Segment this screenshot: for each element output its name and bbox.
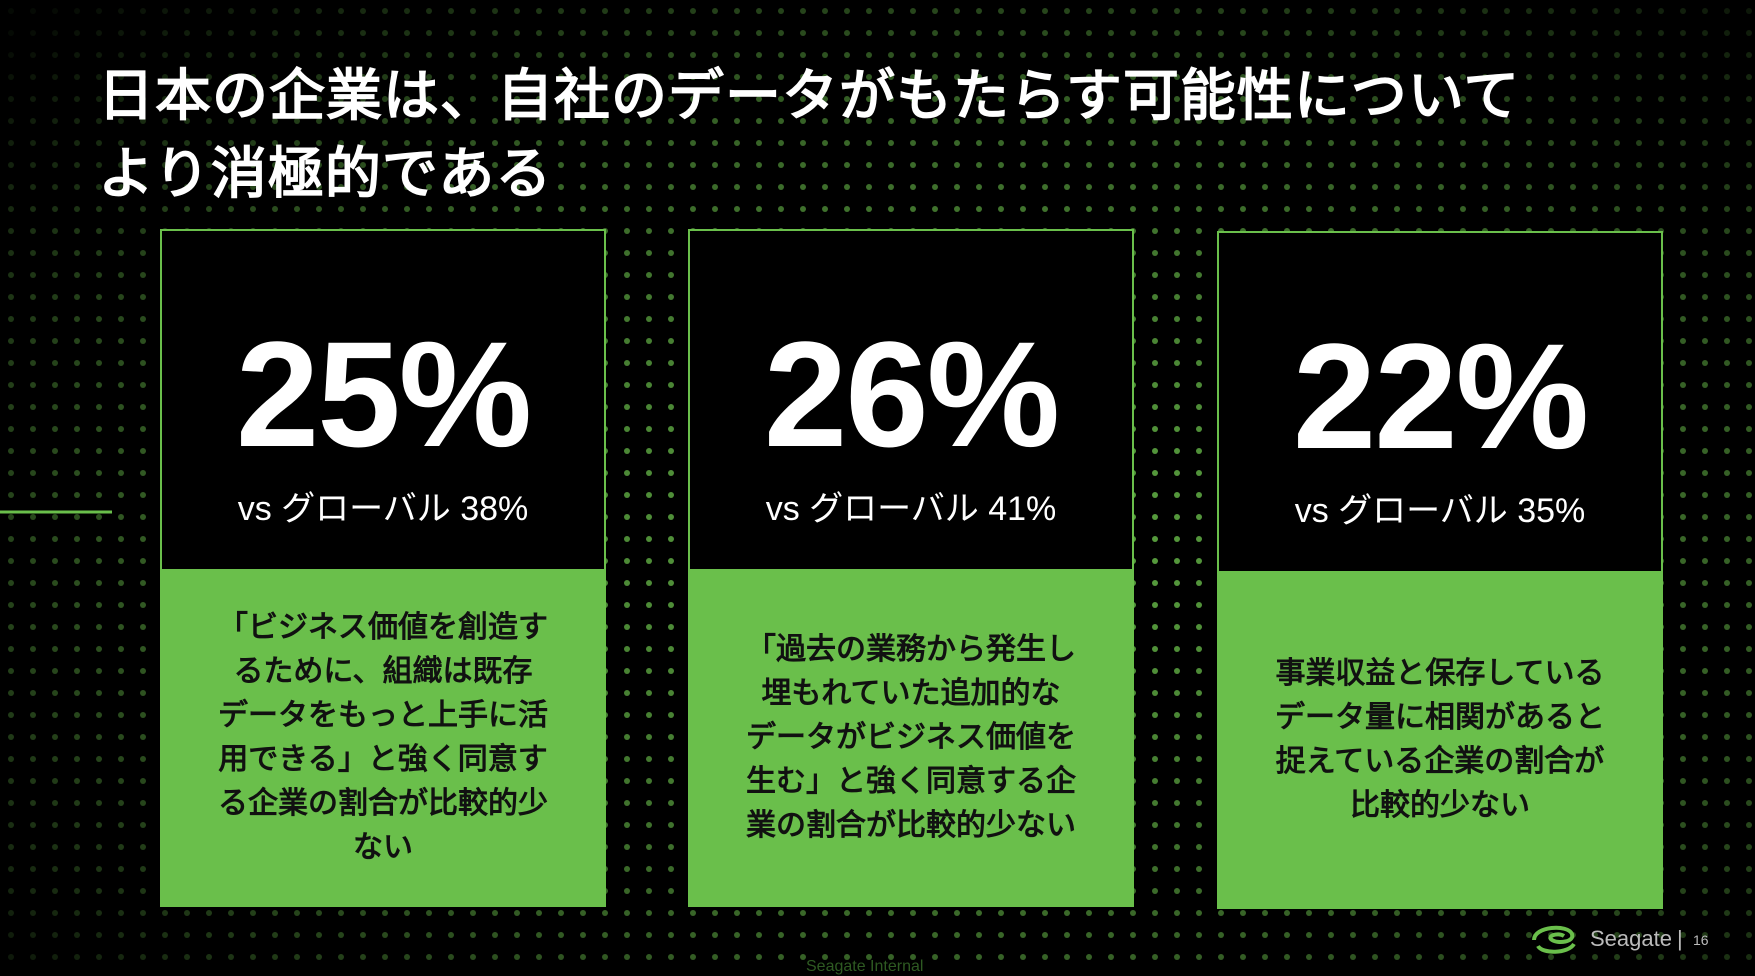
description-line: 「過去の業務から発生し <box>746 632 1076 667</box>
card-header: 25% vs グローバル 38% <box>160 229 606 569</box>
description-line: 捉えている企業の割合が <box>1275 744 1605 779</box>
global-comparison: vs グローバル 38% <box>237 490 529 528</box>
title-line: 日本の企業は、自社のデータがもたらす可能性について <box>98 64 1521 129</box>
stat-card: 25% vs グローバル 38% 「ビジネス価値を創造す るために、組織は既存 データを… <box>160 229 606 907</box>
description-line: ない <box>353 830 413 865</box>
brand: Seagate <box>1590 926 1672 951</box>
stat-value: 22% <box>1292 312 1589 480</box>
description-line: 「ビジネス価値を創造す <box>218 610 548 645</box>
card-description: 事業収益と保存している データ量に相関があると 捉えている企業の割合が 比較的少ない <box>1217 571 1663 909</box>
description-line: 比較的少ない <box>1350 788 1530 823</box>
stat-card: 22% vs グローバル 35% 事業収益と保存している データ量に相関があると 捉えて… <box>1217 231 1663 909</box>
stat-value: 26% <box>763 310 1060 478</box>
description-line: 業の割合が比較的少ない <box>746 808 1076 843</box>
global-comparison: vs グローバル 35% <box>1294 492 1586 530</box>
description-line: るために、組織は既存 <box>233 654 533 689</box>
description-line: 事業収益と保存している <box>1275 656 1605 691</box>
description-line: データ量に相関があると <box>1275 700 1605 735</box>
classification: Seagate Internal <box>806 958 924 975</box>
description-line: る企業の割合が比較的少 <box>218 786 548 821</box>
description-line: 用できる」と強く同意す <box>218 742 548 777</box>
card-description: 「過去の業務から発生し 埋もれていた追加的な データがビジネス価値を 生む」と強く同意… <box>688 569 1134 907</box>
global-comparison: vs グローバル 41% <box>765 490 1057 528</box>
slide-title: 日本の企業は、自社のデータがもたらす可能性について より消極的である <box>98 58 1520 214</box>
separator: | <box>1677 926 1683 951</box>
stat-value: 25% <box>235 310 532 478</box>
card-description: 「ビジネス価値を創造す るために、組織は既存 データをもっと上手に活 用できる」と強く… <box>160 569 606 907</box>
seagate-logo <box>1532 925 1576 954</box>
title-line: より消極的である <box>98 142 553 207</box>
description-line: データがビジネス価値を <box>746 720 1076 755</box>
card-header: 22% vs グローバル 35% <box>1217 231 1663 571</box>
description-line: 生む」と強く同意する企 <box>746 764 1076 799</box>
description-line: 埋もれていた追加的な <box>761 676 1061 711</box>
description-line: データをもっと上手に活 <box>218 698 548 733</box>
stat-card: 26% vs グローバル 41% 「過去の業務から発生し 埋もれていた追加的な データが… <box>688 229 1134 907</box>
page-number: 16 <box>1693 932 1709 948</box>
card-header: 26% vs グローバル 41% <box>688 229 1134 569</box>
